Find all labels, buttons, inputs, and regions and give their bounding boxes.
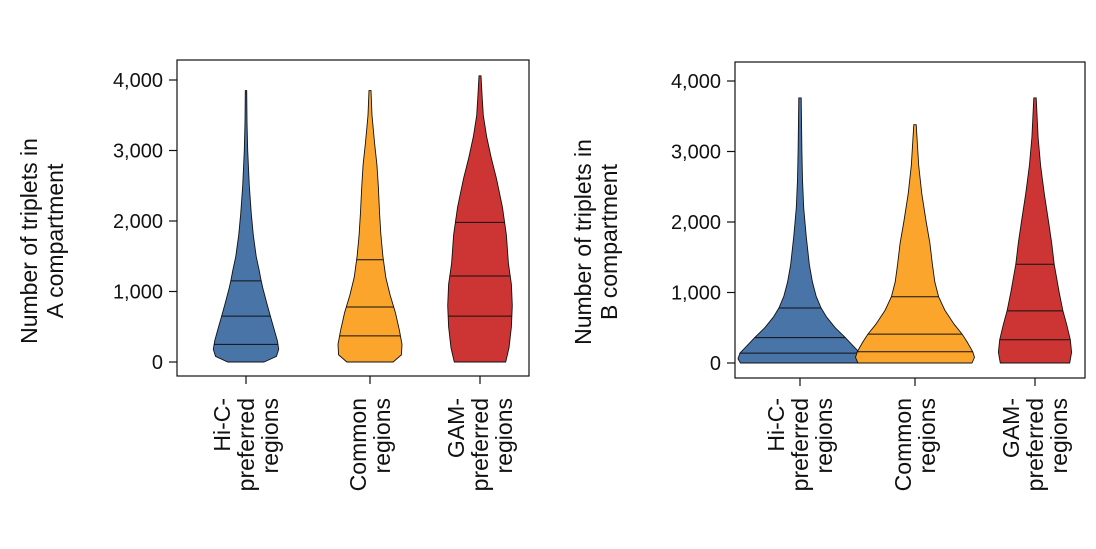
violin-2 — [447, 75, 513, 363]
x-category-label: regions — [1046, 398, 1072, 473]
y-axis-title: A compartment — [42, 163, 68, 318]
y-tick-label: 0 — [152, 352, 163, 374]
y-tick-label: 4,000 — [671, 71, 721, 93]
y-axis-title: Number of triplets in — [570, 139, 596, 345]
y-tick-label: 3,000 — [113, 141, 163, 163]
x-category-label: preferred — [787, 398, 813, 491]
y-tick-label: 2,000 — [113, 211, 163, 233]
violin-1 — [855, 124, 975, 364]
x-category-label: GAM- — [443, 398, 469, 458]
x-category-label: preferred — [233, 398, 259, 491]
y-tick-label: 2,000 — [671, 212, 721, 234]
x-category-label: regions — [369, 398, 395, 473]
x-category-label: Common — [890, 398, 916, 491]
x-category-label: regions — [257, 398, 283, 473]
panel-b-compartment: 0 1,000 2,000 3,000 4,000 Number of triplets … — [570, 61, 1086, 491]
x-category-label: preferred — [467, 398, 493, 491]
plot-frame — [176, 59, 530, 377]
x-category-label: Hi-C- — [763, 398, 789, 452]
x-category-label: Hi-C- — [209, 398, 235, 452]
x-category-label: regions — [914, 398, 940, 473]
y-tick-label: 0 — [710, 353, 721, 375]
y-axis-title: Number of triplets in — [16, 138, 42, 344]
violin-2 — [997, 97, 1073, 364]
x-category-label: preferred — [1022, 398, 1048, 491]
violin-0 — [737, 97, 863, 364]
y-tick-label: 3,000 — [671, 142, 721, 164]
panel-a-compartment: 0 1,000 2,000 3,000 4,000 Number of triplets … — [16, 59, 530, 491]
y-tick-label: 4,000 — [113, 70, 163, 92]
x-category-label: regions — [491, 398, 517, 473]
violin-0 — [212, 90, 280, 363]
x-category-label: regions — [811, 398, 837, 473]
y-tick-label: 1,000 — [113, 282, 163, 304]
y-axis-title: B compartment — [596, 163, 622, 320]
x-category-label: Common — [345, 398, 371, 491]
x-category-label: GAM- — [998, 398, 1024, 458]
violin-1 — [337, 90, 403, 363]
plot-frame — [734, 61, 1086, 379]
y-tick-label: 1,000 — [671, 283, 721, 305]
